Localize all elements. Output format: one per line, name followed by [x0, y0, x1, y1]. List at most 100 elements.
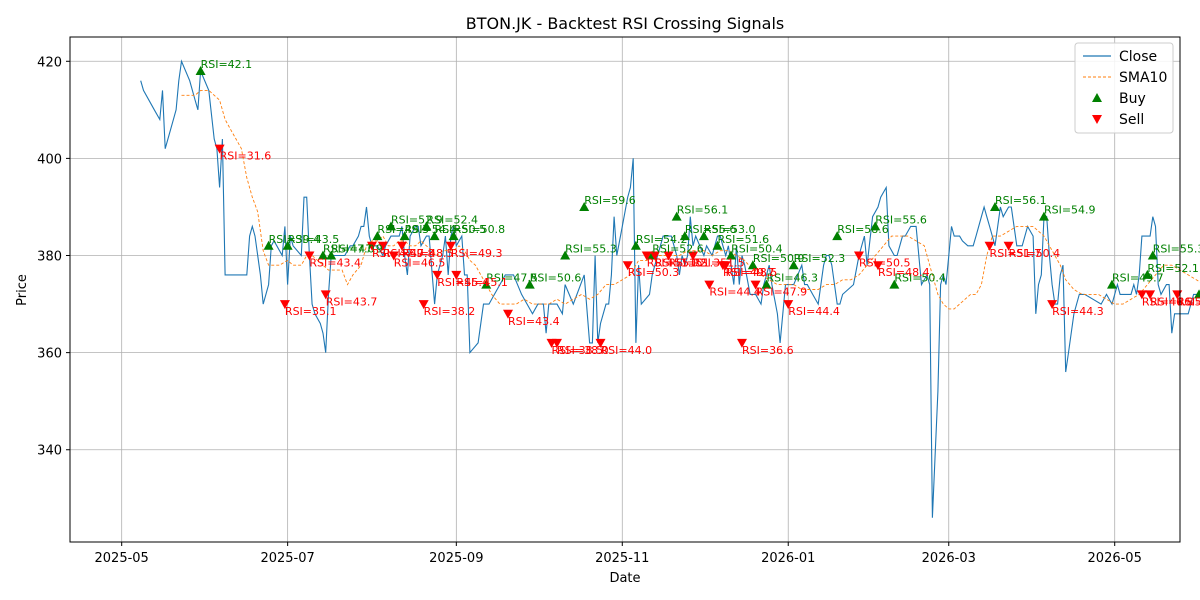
legend: Close SMA10 Buy Sell: [1074, 42, 1174, 134]
buy-rsi-label: RSI=52.3: [794, 252, 846, 265]
buy-rsi-label: RSI=50.4: [894, 272, 946, 285]
sell-marker: [622, 261, 633, 271]
sell-rsi-label: RSI=47.8: [383, 247, 435, 260]
buy-marker: [1147, 250, 1158, 260]
sell-rsi-label: RSI=51.0: [647, 257, 699, 270]
x-tick-label: 2025-05: [95, 551, 149, 566]
y-tick-label: 420: [37, 55, 62, 70]
y-tick-label: 400: [37, 152, 62, 167]
sell-marker: [736, 338, 747, 348]
buy-marker: [372, 231, 383, 241]
buy-marker: [698, 231, 709, 241]
buy-rsi-label: RSI=50.6: [530, 272, 582, 285]
sell-rsi-label: RSI=46.5: [394, 257, 446, 270]
x-tick-label: 2026-03: [922, 551, 976, 566]
sell-rsi-label: RSI=48.5: [402, 247, 454, 260]
plot-frame: [69, 36, 1181, 543]
buy-rsi-label: RSI=56.1: [995, 194, 1047, 207]
sell-marker: [388, 251, 399, 261]
y-tick-label: 360: [37, 347, 62, 362]
x-tick-label: 2026-01: [761, 551, 815, 566]
buy-rsi-label: RSI=52.1: [1147, 262, 1199, 275]
buy-marker: [579, 201, 590, 211]
legend-label: Close: [1119, 49, 1157, 65]
sell-marker: [750, 280, 761, 290]
sell-rsi-label: RSI=31.6: [220, 150, 272, 163]
sell-marker: [320, 290, 331, 300]
close-price-line: [140, 59, 1200, 518]
legend-buy-swatch: [1092, 93, 1102, 102]
buy-rsi-label: RSI=47.5: [486, 272, 538, 285]
sell-rsi-label: RSI=51.3: [669, 257, 721, 270]
buy-rsi-label: RSI=50.5: [435, 223, 487, 236]
sell-rsi-label: RSI=36.6: [742, 344, 794, 357]
sell-rsi-label: RSI=43.4: [508, 315, 560, 328]
buy-rsi-label: RSI=52.9: [391, 213, 443, 226]
buy-rsi-label: RSI=54.2: [636, 233, 688, 246]
buy-marker: [747, 260, 758, 270]
axes: 2025-05 2025-07 2025-09 2025-11 2026-01 2026-…: [37, 55, 1142, 566]
buy-rsi-label: RSI=43.5: [288, 233, 340, 246]
sell-marker: [688, 251, 699, 261]
buy-rsi-label: RSI=55.6: [875, 213, 927, 226]
sell-marker: [214, 144, 225, 154]
x-tick-label: 2025-07: [260, 551, 314, 566]
buy-marker: [870, 221, 881, 231]
buy-rsi-label: RSI=52.6: [652, 243, 704, 256]
buy-rsi-label: RSI=53.0: [704, 223, 756, 236]
buy-marker: [990, 201, 1000, 211]
signal-annotations: RSI=42.1RSI=39.4RSI=43.5RSI=47.0RSI=47.9…: [201, 58, 1200, 357]
buy-marker: [761, 279, 772, 289]
legend-label: Buy: [1119, 91, 1146, 107]
buy-rsi-label: RSI=54.4: [405, 223, 457, 236]
legend-sell-swatch: [1092, 115, 1102, 124]
x-tick-label: 2026-05: [1088, 551, 1142, 566]
sell-rsi-label: RSI=38.0: [557, 344, 609, 357]
sell-marker: [304, 251, 315, 261]
buy-rsi-label: RSI=50.9: [753, 252, 805, 265]
sell-rsi-label: RSI=44.4: [709, 286, 761, 299]
legend-label: Sell: [1119, 112, 1144, 128]
legend-label: SMA10: [1119, 70, 1167, 86]
sell-marker: [418, 300, 429, 310]
buy-marker: [1106, 279, 1117, 289]
buy-marker: [671, 211, 682, 221]
sell-rsi-label: RSI=50.5: [859, 257, 911, 270]
sell-rsi-label: RSI=48.4: [878, 266, 930, 279]
buy-marker: [712, 240, 723, 250]
sell-marker: [445, 241, 456, 251]
sell-marker: [984, 241, 995, 251]
sell-marker: [853, 251, 864, 261]
sell-rsi-label: RSI=51.7: [990, 247, 1042, 260]
y-tick-label: 380: [37, 250, 62, 265]
sell-marker: [1136, 290, 1147, 300]
buy-marker: [726, 250, 737, 260]
buy-rsi-label: RSI=56.1: [677, 204, 729, 217]
buy-marker: [282, 240, 293, 250]
sell-marker: [1145, 290, 1156, 300]
buy-marker: [481, 279, 492, 289]
sell-marker: [663, 251, 674, 261]
sell-rsi-label: RSI=50.3: [628, 266, 680, 279]
signal-markers: [195, 65, 1200, 348]
buy-rsi-label: RSI=59.6: [584, 194, 636, 207]
x-tick-label: 2025-09: [429, 551, 483, 566]
sell-marker: [551, 338, 562, 348]
buy-marker: [448, 231, 459, 241]
buy-rsi-label: RSI=46.3: [766, 272, 818, 285]
sell-marker: [641, 251, 652, 261]
sell-marker: [649, 251, 660, 261]
sell-marker: [704, 280, 715, 290]
x-axis-label: Date: [609, 571, 640, 586]
sell-rsi-label: RSI=46.5: [1150, 295, 1200, 308]
sell-marker: [366, 241, 377, 251]
buy-marker: [560, 250, 571, 260]
buy-marker: [326, 250, 337, 260]
sell-rsi-label: RSI=44.4: [788, 305, 840, 318]
sell-rsi-label: RSI=48.5: [726, 266, 778, 279]
buy-marker: [421, 221, 432, 231]
sell-rsi-label: RSI=51.5: [693, 257, 745, 270]
sell-rsi-label: RSI=45.4: [437, 276, 489, 289]
